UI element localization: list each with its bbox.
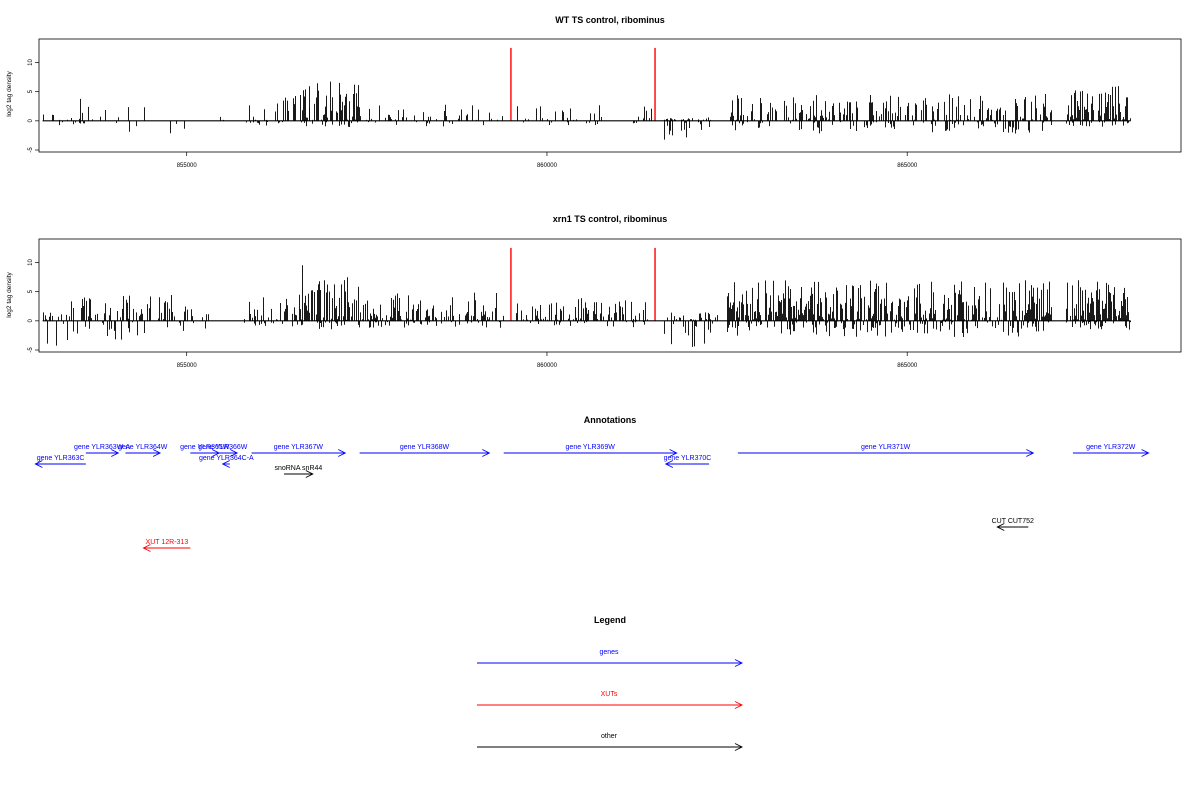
annotation-feature: XUT 12R-313 bbox=[142, 539, 191, 552]
feature-label: snoRNA snR44 bbox=[274, 465, 322, 472]
legend-item-label: other bbox=[601, 733, 618, 740]
feature-arrow-head bbox=[482, 449, 491, 457]
xrn1-panel-title: xrn1 TS control, ribominus bbox=[553, 214, 668, 224]
wt-panel-title: WT TS control, ribominus bbox=[555, 15, 665, 25]
feature-label: gene YLR368W bbox=[400, 444, 450, 451]
wt-coverage-bars bbox=[43, 81, 1131, 140]
y-tick-label: 10 bbox=[28, 259, 34, 266]
legend-title: Legend bbox=[594, 615, 626, 625]
wt-y-axis: -5 0 5 10 bbox=[28, 59, 39, 153]
feature-label: gene YLR372W bbox=[1086, 444, 1136, 451]
y-tick-label: -5 bbox=[28, 347, 34, 353]
feature-label: CUT CUT752 bbox=[992, 518, 1034, 525]
x-tick-label: 865000 bbox=[897, 163, 918, 169]
legend-item: genes bbox=[477, 649, 744, 667]
annotation-feature: gene YLR366W bbox=[198, 444, 248, 457]
wt-y-axis-label: log2 tag density bbox=[6, 70, 13, 116]
feature-arrow-head bbox=[1141, 449, 1150, 457]
feature-arrow-head bbox=[1026, 449, 1035, 457]
legend-item: other bbox=[477, 733, 744, 751]
feature-label: gene YLR364C-A bbox=[199, 455, 254, 462]
feature-arrow-head bbox=[229, 449, 239, 457]
y-tick-label: -5 bbox=[28, 147, 34, 153]
xrn1-coverage-panel: xrn1 TS control, ribominus log2 tag dens… bbox=[6, 214, 1182, 369]
y-tick-label: 0 bbox=[28, 319, 34, 323]
wt-x-axis: 855000 860000 865000 bbox=[177, 152, 918, 169]
legend-items: genes XUTs other bbox=[477, 649, 744, 751]
feature-label: XUT 12R-313 bbox=[146, 539, 189, 546]
xrn1-x-axis: 855000 860000 865000 bbox=[177, 352, 918, 369]
feature-label: gene YLR364W bbox=[118, 444, 168, 451]
xrn1-y-axis-label: log2 tag density bbox=[6, 271, 13, 317]
annotation-feature: gene YLR370C bbox=[664, 455, 712, 468]
feature-arrow-head bbox=[305, 470, 314, 478]
annotation-feature: gene YLR368W bbox=[359, 444, 491, 457]
feature-label: gene YLR370C bbox=[664, 455, 712, 462]
feature-label: gene YLR369W bbox=[566, 444, 616, 451]
legend: Legend genes XUTs other bbox=[477, 615, 744, 751]
feature-label: gene YLR363W-A bbox=[74, 444, 130, 451]
x-tick-label: 860000 bbox=[537, 163, 558, 169]
annotation-feature: gene YLR364W bbox=[118, 444, 168, 457]
annotation-feature: snoRNA snR44 bbox=[274, 465, 322, 478]
x-tick-label: 855000 bbox=[177, 163, 198, 169]
y-tick-label: 0 bbox=[28, 119, 34, 123]
feature-arrow-head bbox=[734, 701, 744, 709]
annotation-feature: gene YLR372W bbox=[1072, 444, 1150, 457]
wt-coverage-panel: WT TS control, ribominus log2 tag densit… bbox=[6, 15, 1182, 169]
feature-arrow-head bbox=[142, 544, 151, 552]
y-tick-label: 5 bbox=[28, 89, 34, 93]
feature-arrow-head bbox=[152, 449, 162, 457]
annotation-feature: gene YLR363C bbox=[34, 455, 86, 468]
feature-label: gene YLR371W bbox=[861, 444, 911, 451]
feature-arrow-head bbox=[338, 449, 347, 457]
annotation-feature: gene YLR371W bbox=[737, 444, 1035, 457]
feature-arrow-head bbox=[111, 449, 120, 457]
annotation-feature: gene YLR364C-A bbox=[199, 455, 254, 468]
legend-item-label: genes bbox=[599, 649, 619, 656]
feature-label: gene YLR365W bbox=[180, 444, 230, 451]
annotation-feature: CUT CUT752 bbox=[992, 518, 1034, 531]
xrn1-plot-frame bbox=[38, 238, 1182, 353]
xrn1-coverage-bars bbox=[43, 265, 1131, 347]
x-tick-label: 855000 bbox=[177, 363, 198, 369]
y-tick-label: 10 bbox=[28, 59, 34, 66]
xrn1-region-markers bbox=[510, 247, 656, 321]
feature-arrow-head bbox=[734, 743, 744, 751]
feature-arrow-head bbox=[669, 449, 678, 457]
annotation-feature: gene YLR367W bbox=[251, 444, 347, 457]
feature-arrow-head bbox=[734, 659, 744, 667]
annotation-feature: gene YLR369W bbox=[503, 444, 678, 457]
feature-label: gene YLR366W bbox=[198, 444, 248, 451]
xrn1-y-axis: -5 0 5 10 bbox=[28, 259, 39, 353]
x-tick-label: 860000 bbox=[537, 363, 558, 369]
wt-plot-frame bbox=[38, 38, 1182, 153]
legend-item: XUTs bbox=[477, 691, 744, 709]
feature-arrow-head bbox=[34, 460, 43, 468]
wt-region-markers bbox=[510, 47, 656, 121]
feature-label: gene YLR363C bbox=[37, 455, 85, 462]
feature-arrow-head bbox=[664, 460, 674, 468]
annotation-feature: gene YLR363W-A bbox=[74, 444, 130, 457]
legend-item-label: XUTs bbox=[601, 691, 618, 698]
annotations-title: Annotations bbox=[584, 415, 637, 425]
feature-arrow-head bbox=[221, 460, 230, 468]
x-tick-label: 865000 bbox=[897, 363, 918, 369]
y-tick-label: 5 bbox=[28, 289, 34, 293]
feature-label: gene YLR367W bbox=[274, 444, 324, 451]
feature-arrow-head bbox=[996, 523, 1005, 531]
